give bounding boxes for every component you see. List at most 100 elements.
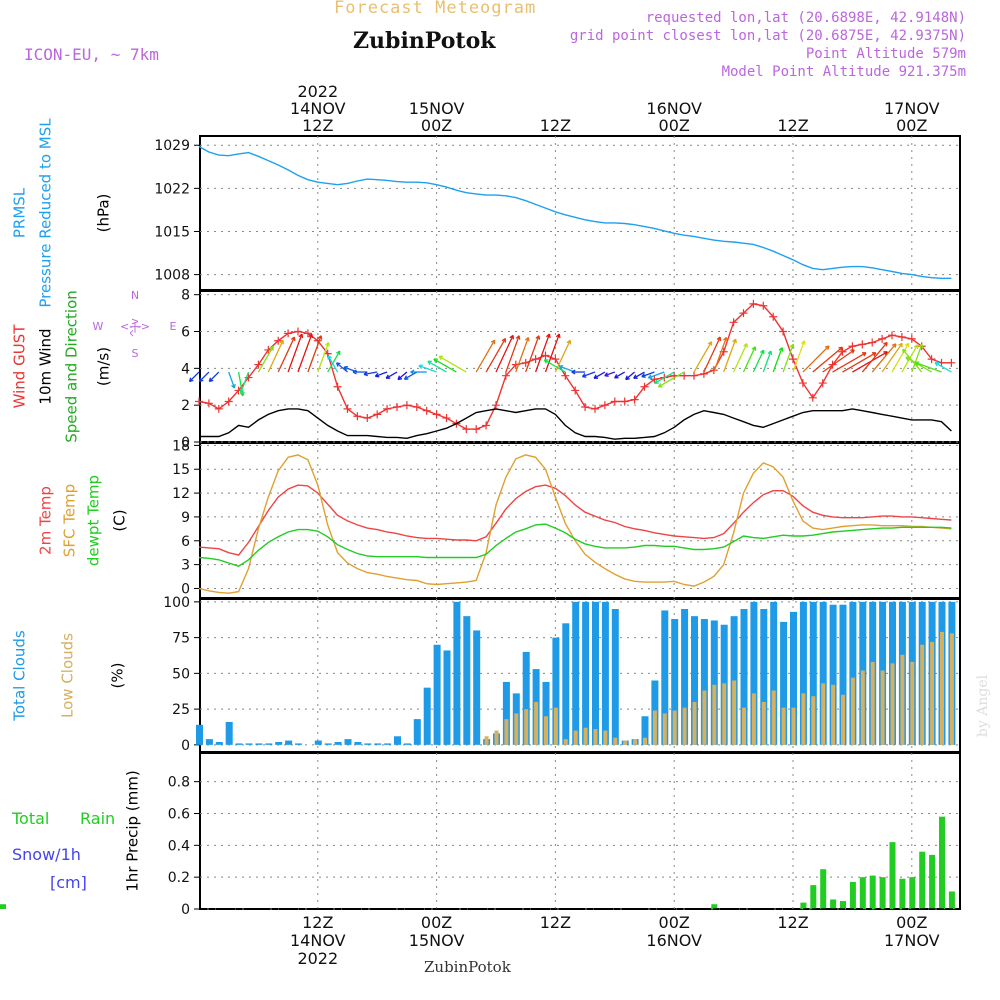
bar-precip: [939, 816, 945, 909]
wind-direction-arrow: [307, 335, 322, 373]
wind-arrow-head: [850, 349, 855, 354]
wind-direction-arrow: [257, 346, 274, 373]
wind-arrow-head: [862, 352, 867, 357]
bar-clouds: [394, 736, 401, 745]
bar-clouds: [494, 730, 499, 745]
wind-direction-arrow: [433, 358, 457, 373]
top-time-label: 16NOV: [646, 99, 702, 118]
wind-arrow-head: [298, 333, 304, 339]
wind-arrow-head: [778, 347, 784, 352]
wind-direction-arrow: [752, 349, 765, 373]
y-axis-label: (hPa): [95, 194, 113, 233]
gust-marker: [650, 375, 659, 384]
wind-arrow-head: [509, 334, 514, 340]
wind-arrow-head: [325, 342, 330, 347]
gust-marker: [838, 347, 847, 356]
bar-clouds: [623, 740, 628, 745]
wind-arrow-head: [327, 355, 332, 360]
wind-arrow-head: [543, 359, 549, 364]
top-time-label: 00Z: [896, 116, 927, 135]
bar-clouds: [344, 739, 352, 745]
gust-marker: [333, 382, 342, 391]
wind-arrow-head: [625, 375, 630, 381]
y-tick-label: 15: [172, 462, 190, 478]
bar-clouds: [920, 644, 925, 745]
wind-arrow-head: [524, 336, 530, 342]
gust-marker: [204, 399, 213, 408]
wind-direction-arrow: [404, 371, 418, 380]
wind-arrow-head: [231, 383, 236, 389]
bar-clouds: [562, 623, 570, 745]
bar-clouds: [403, 743, 411, 745]
bar-clouds: [553, 707, 558, 745]
wind-direction-arrow: [267, 340, 284, 373]
wind-arrow-head: [913, 344, 919, 349]
wind-arrow-head: [904, 342, 910, 348]
wind-arrow-head: [308, 333, 314, 339]
wind-direction-arrow: [515, 337, 529, 373]
bar-clouds: [504, 719, 509, 745]
wind-direction-arrow: [842, 352, 877, 373]
bar-clouds: [930, 641, 935, 745]
gust-marker: [383, 404, 392, 413]
bar-clouds: [225, 721, 233, 745]
bar-clouds: [821, 683, 826, 745]
bar-clouds: [295, 743, 302, 745]
bottom-time-label: 00Z: [896, 913, 927, 932]
y-tick-label: 25: [172, 702, 190, 718]
bottom-time-label: 15NOV: [409, 931, 465, 950]
y-axis-label: 2m Temp: [37, 486, 55, 555]
precip-legend-label: Snow/1h: [12, 845, 81, 864]
bar-clouds: [849, 601, 857, 745]
top-time-label: 2022: [297, 82, 338, 101]
wind-direction-arrow: [385, 371, 398, 379]
gust-marker: [294, 327, 302, 336]
wind-direction-arrow: [198, 371, 210, 382]
bar-clouds: [542, 681, 550, 745]
bar-precip: [909, 877, 916, 909]
y-tick-label: 0: [181, 902, 190, 918]
bar-clouds: [255, 743, 263, 745]
series-line-pressure: [198, 145, 952, 279]
wind-direction-arrow: [703, 336, 721, 373]
bar-clouds: [661, 610, 669, 745]
gust-marker: [462, 425, 471, 434]
bar-clouds: [850, 677, 855, 745]
gust-marker: [284, 329, 293, 338]
bar-precip: [830, 899, 837, 909]
bar-precip: [800, 902, 807, 909]
bar-clouds: [671, 619, 679, 745]
wind-direction-arrow: [317, 342, 330, 373]
bar-clouds: [463, 616, 471, 745]
bar-precip: [948, 891, 955, 909]
gust-marker: [848, 342, 857, 351]
bar-clouds: [245, 743, 253, 745]
wind-arrow-head: [290, 336, 296, 342]
wind-direction-arrow: [287, 333, 303, 373]
wind-direction-arrow: [604, 371, 616, 377]
top-time-label: 12Z: [540, 116, 571, 135]
bar-clouds: [890, 663, 895, 745]
wind-direction-arrow: [713, 337, 727, 373]
wind-direction-arrow: [915, 361, 942, 373]
bar-clouds: [453, 601, 461, 745]
wind-direction-arrow: [495, 335, 514, 373]
bar-clouds: [534, 701, 539, 745]
bar-clouds: [583, 727, 588, 745]
bar-clouds: [839, 604, 847, 745]
wind-arrow-head: [188, 377, 194, 383]
bar-clouds: [811, 696, 816, 745]
bar-clouds: [681, 609, 689, 745]
gust-marker: [363, 414, 372, 423]
gust-marker: [561, 371, 570, 380]
gust-marker: [858, 340, 867, 349]
gust-marker: [878, 334, 887, 343]
wind-arrow-head: [716, 336, 722, 342]
y-tick-label: 18: [172, 438, 190, 454]
wind-direction-arrow: [505, 335, 520, 373]
gust-marker: [422, 406, 431, 415]
y-tick-label: 2: [181, 398, 190, 414]
wind-arrow-head: [593, 374, 599, 379]
bar-clouds: [949, 633, 954, 745]
bottom-time-label: 00Z: [421, 913, 452, 932]
